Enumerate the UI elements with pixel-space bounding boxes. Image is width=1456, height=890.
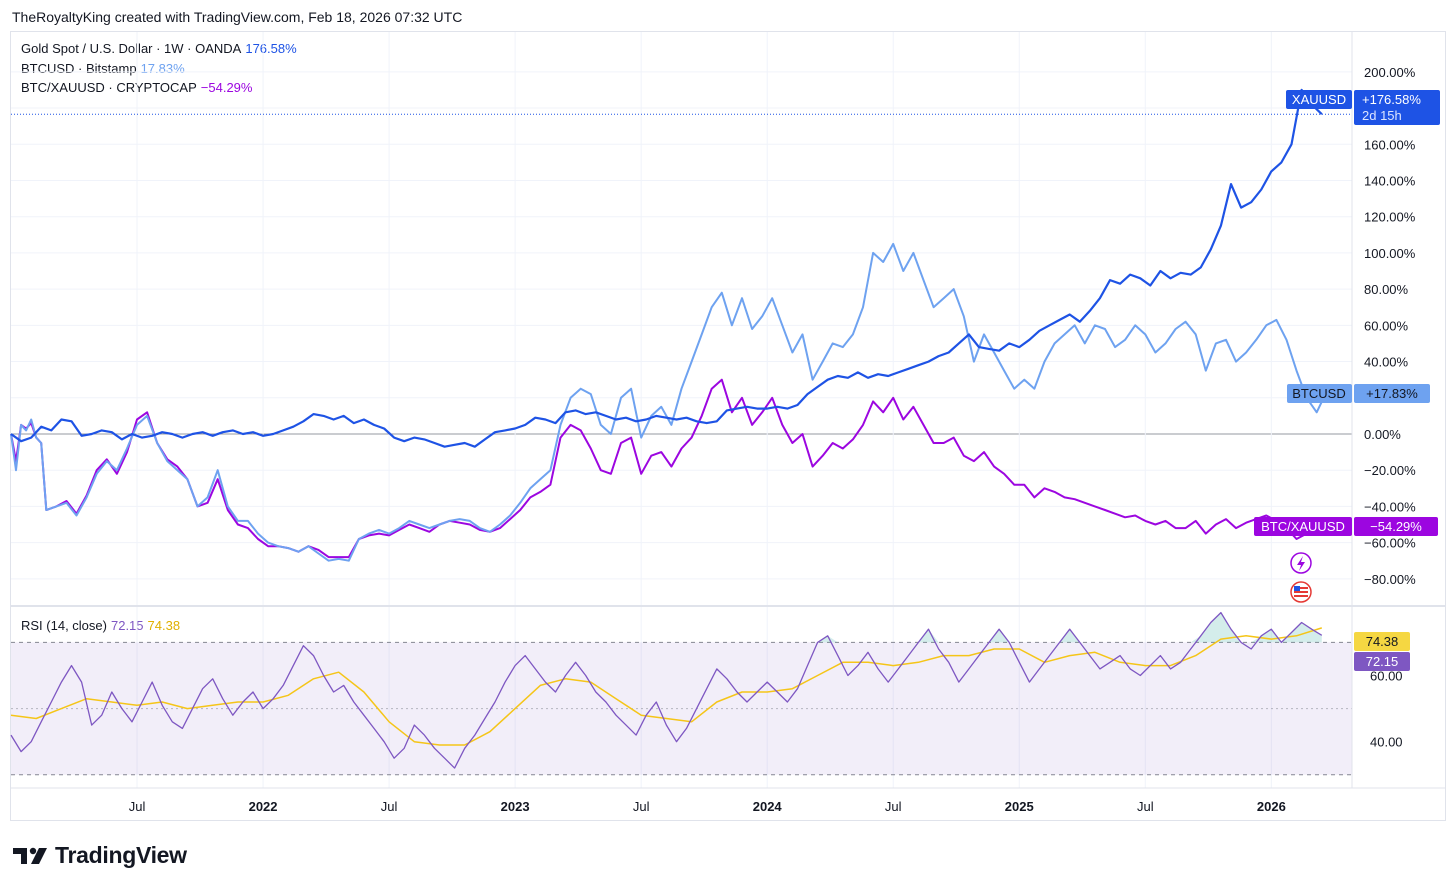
rsi-badge: 72.15 [1354,652,1410,671]
y-tick-label: 100.00% [1364,246,1416,261]
rsi-line [10,611,1323,769]
y-tick-label: −20.00% [1364,463,1416,478]
us-flag-event-icon[interactable] [1290,581,1312,603]
y-tick-label: 40.00% [1364,355,1409,370]
y-tick-label: −80.00% [1364,572,1416,587]
rsi-ma-badge: 74.38 [1354,632,1410,651]
rsi-badge-value: 72.15 [1366,654,1399,669]
xau-badge-name: XAUUSD [1292,92,1346,107]
btc-badge-value: +17.83% [1366,386,1418,401]
tradingview-logo-text: TradingView [55,842,187,868]
attribution-text: TheRoyaltyKing created with TradingView.… [12,9,463,25]
x-tick-label: Jul [885,799,902,814]
legend-ratio[interactable]: BTC/XAUUSD · CRYPTOCAP −54.29% [21,80,252,95]
chart-frame [10,31,1446,821]
y-tick-label: 60.00% [1364,318,1409,333]
tradingview-logo-icon [13,847,47,864]
ratio-badge-name: BTC/XAUUSD [1261,519,1345,534]
rsi-series [10,611,1323,769]
tradingview-logo[interactable]: TradingView [13,842,187,869]
rsi-bands [11,641,1352,776]
y-tick-label: 80.00% [1364,282,1409,297]
legend-rsi-ma-value: 74.38 [147,618,181,633]
ratio-badge-value: −54.29% [1370,519,1422,534]
rsi-y-tick-label: 40.00 [1370,735,1403,750]
y-tick-label: 140.00% [1364,173,1416,188]
x-tick-label: 2025 [1005,799,1034,814]
rsi-y-axis: 40.00 60.00 [1370,668,1403,749]
legend-rsi-label: RSI (14, close) [21,618,107,633]
y-tick-label: −60.00% [1364,536,1416,551]
rsi-ma-badge-value: 74.38 [1366,634,1399,649]
y-tick-label: 200.00% [1364,65,1416,80]
y-tick-label: 120.00% [1364,210,1416,225]
btcusd-line [10,242,1323,562]
y-tick-label: −40.00% [1364,499,1416,514]
legend-gold-value: 176.58% [245,41,297,56]
x-tick-label: 2026 [1257,799,1286,814]
btc-xauusd-line [10,378,1323,559]
ratio-price-badge: BTC/XAUUSD −54.29% [1254,517,1438,536]
xau-badge-value: +176.58% [1362,92,1421,107]
xau-badge-countdown: 2d 15h [1362,108,1402,123]
legend-gold[interactable]: Gold Spot / U.S. Dollar · 1W · OANDA 176.… [21,41,297,56]
rsi-overbought-fill [11,612,1322,643]
legend-gold-label: Gold Spot / U.S. Dollar · 1W · OANDA [21,41,242,56]
legend-rsi-value: 72.15 [110,618,144,633]
main-series [10,88,1352,562]
rsi-ma-line [10,627,1323,746]
x-tick-label: 2022 [249,799,278,814]
main-grid [11,32,1352,606]
legend-ratio-label: BTC/XAUUSD · CRYPTOCAP [21,80,197,95]
btc-badge-name: BTCUSD [1292,386,1345,401]
btc-price-badge: BTCUSD +17.83% [1287,384,1430,403]
legend-rsi[interactable]: RSI (14, close) 72.15 74.38 [21,618,180,633]
lightning-event-icon[interactable] [1290,552,1312,574]
main-y-axis: −80.00%−60.00%−40.00%−20.00%0.00%20.00%4… [1364,65,1416,587]
y-tick-label: 0.00% [1364,427,1401,442]
x-tick-label: Jul [381,799,398,814]
x-tick-label: Jul [129,799,146,814]
xau-price-badge: XAUUSD +176.58% 2d 15h [1286,90,1440,125]
xauusd-line [10,88,1323,448]
y-tick-label: 160.00% [1364,137,1416,152]
rsi-y-tick-label: 60.00 [1370,668,1403,683]
x-tick-label: Jul [633,799,650,814]
rsi-grid [136,606,1272,788]
x-tick-label: 2023 [501,799,530,814]
legend-ratio-value: −54.29% [200,80,253,95]
time-axis: Jul 2022 Jul 2023 Jul 2024 Jul 2025 Jul 2026 [129,799,1286,814]
x-tick-label: Jul [1137,799,1154,814]
x-tick-label: 2024 [753,799,783,814]
